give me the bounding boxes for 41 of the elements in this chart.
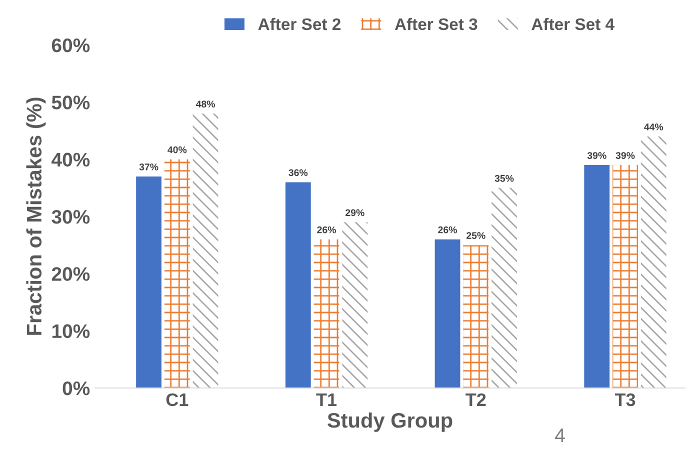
data-label: 26% <box>317 226 336 234</box>
data-label: 26% <box>438 226 457 234</box>
data-label: 29% <box>346 209 364 216</box>
data-label: 44% <box>644 124 664 130</box>
bar <box>640 136 666 388</box>
x-tick-label: T2 <box>466 393 486 406</box>
data-label: 35% <box>494 174 514 182</box>
data-label: 48% <box>196 100 216 108</box>
bar <box>192 114 218 388</box>
bar <box>342 222 368 388</box>
bar <box>492 188 517 388</box>
data-label: 39% <box>616 152 635 159</box>
x-axis-title: Study Group <box>328 412 452 432</box>
y-tick-label: 60% <box>52 38 90 52</box>
data-label: 40% <box>168 146 187 154</box>
data-label: 39% <box>587 152 606 159</box>
legend-label: After Set 2 <box>258 18 340 30</box>
data-label: 25% <box>466 232 486 239</box>
bar <box>136 176 162 388</box>
bar <box>584 165 610 388</box>
text: 4 <box>555 428 565 442</box>
bar <box>434 239 460 388</box>
bar <box>164 159 190 388</box>
y-tick-label: 40% <box>52 152 90 167</box>
bar <box>285 182 311 388</box>
y-tick-label: 20% <box>52 267 90 281</box>
x-tick-label: T3 <box>614 393 636 406</box>
x-tick-label: C1 <box>166 393 188 406</box>
legend-label: After Set 3 <box>394 18 478 30</box>
y-tick-label: 30% <box>52 210 90 224</box>
y-axis-title: Fraction of Mistakes (%) <box>26 98 46 335</box>
bar <box>463 245 489 388</box>
data-label: 36% <box>288 169 308 176</box>
bar <box>314 239 340 388</box>
bar <box>612 165 638 388</box>
y-tick-label: 0% <box>62 381 90 396</box>
y-tick-label: 50% <box>52 96 90 110</box>
x-tick-label: T1 <box>316 394 337 406</box>
data-label: 37% <box>139 164 158 170</box>
legend-label: After Set 4 <box>532 18 614 30</box>
y-tick-label: 10% <box>52 324 90 338</box>
